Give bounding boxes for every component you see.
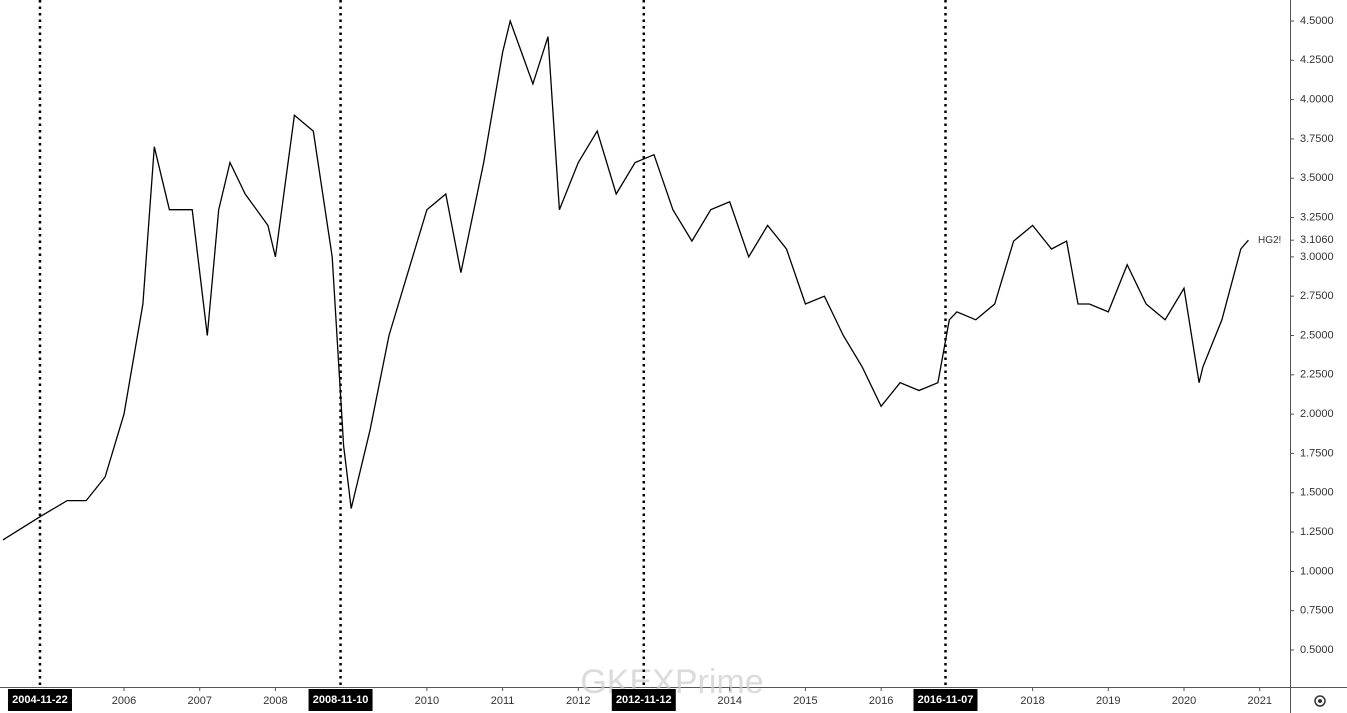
settings-icon[interactable] bbox=[1314, 695, 1326, 707]
marker-label-box bbox=[913, 689, 978, 711]
y-tick-label: 0.5000 bbox=[1300, 644, 1334, 656]
y-tick-label: 4.5000 bbox=[1300, 15, 1334, 27]
y-tick-label: 2.5000 bbox=[1300, 329, 1334, 341]
marker-label: 2012-11-12 bbox=[616, 694, 672, 706]
y-tick-label: 1.5000 bbox=[1300, 487, 1334, 499]
x-tick-label: 2020 bbox=[1172, 695, 1196, 707]
y-tick-label: 2.0000 bbox=[1300, 408, 1334, 420]
price-line bbox=[2, 18, 1249, 541]
x-tick-label: 2012 bbox=[566, 695, 590, 707]
y-tick-label: 1.7500 bbox=[1300, 447, 1334, 459]
y-tick-label: 3.7500 bbox=[1300, 133, 1334, 145]
y-tick-label: 0.7500 bbox=[1300, 605, 1334, 617]
marker-label-box bbox=[308, 689, 373, 711]
x-tick-label: 2019 bbox=[1096, 695, 1120, 707]
marker-label: 2008-11-10 bbox=[313, 694, 369, 706]
y-tick-label: 3.5000 bbox=[1300, 172, 1334, 184]
marker-label: 2016-11-07 bbox=[918, 694, 974, 706]
symbol-label: HG2! bbox=[1258, 235, 1281, 246]
marker-label-box bbox=[611, 689, 676, 711]
x-tick-label: 2006 bbox=[112, 695, 136, 707]
x-tick-label: 2007 bbox=[187, 695, 211, 707]
y-tick-label: 1.2500 bbox=[1300, 526, 1334, 538]
x-tick-label: 2018 bbox=[1020, 695, 1044, 707]
y-tick-label: 1.0000 bbox=[1300, 565, 1334, 577]
marker-label-box bbox=[7, 689, 72, 711]
y-tick-label: 4.2500 bbox=[1300, 54, 1334, 66]
y-tick-label: 3.2500 bbox=[1300, 211, 1334, 223]
x-tick-label: 2011 bbox=[491, 695, 515, 707]
y-tick-label: 4.0000 bbox=[1300, 94, 1334, 106]
x-tick-label: 2016 bbox=[869, 695, 893, 707]
last-price-box bbox=[1296, 233, 1342, 248]
y-tick-label: 2.2500 bbox=[1300, 369, 1334, 381]
y-tick-label: 2.7500 bbox=[1300, 290, 1334, 302]
x-tick-label: 2010 bbox=[415, 695, 439, 707]
x-tick-label: 2021 bbox=[1247, 695, 1271, 707]
last-price-label: 3.1060 bbox=[1300, 234, 1334, 246]
marker-label: 2004-11-22 bbox=[12, 694, 68, 706]
y-tick-label: 3.0000 bbox=[1300, 251, 1334, 263]
x-tick-label: 2014 bbox=[717, 695, 741, 707]
x-tick-label: 2015 bbox=[793, 695, 817, 707]
x-tick-label: 2008 bbox=[263, 695, 287, 707]
